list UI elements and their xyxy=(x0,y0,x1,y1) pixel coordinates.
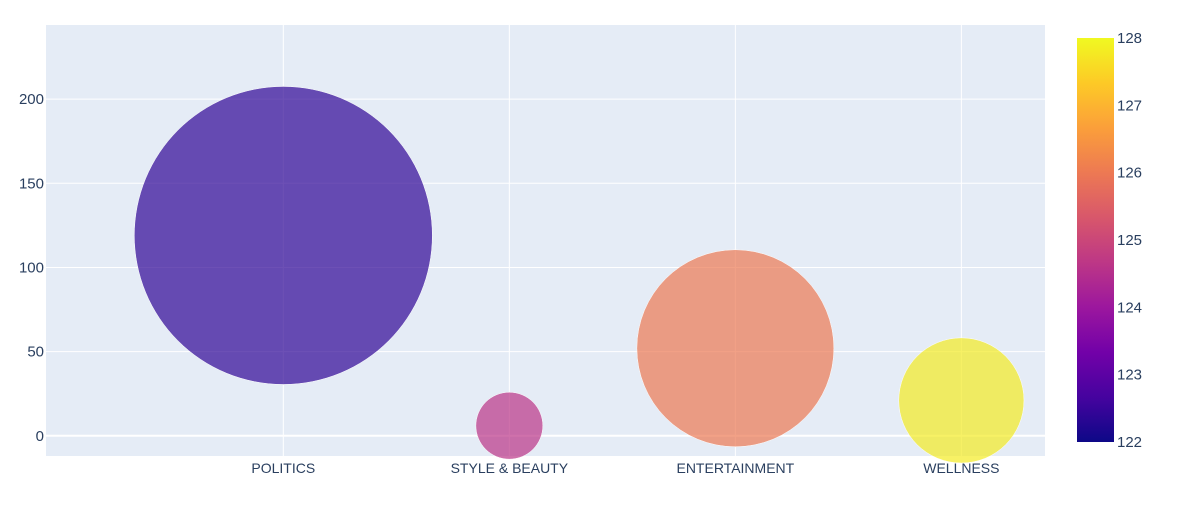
axes: 0 50 100 150 200 POLITICS STYLE & BEAUTY ENTERT… xyxy=(19,91,1000,476)
y-tick-label-0: 0 xyxy=(36,428,44,445)
colorbar-tick-label-124: 124 xyxy=(1117,299,1142,316)
bubble-entertainment[interactable] xyxy=(636,249,835,447)
colorbar-tick-label-126: 126 xyxy=(1117,165,1142,182)
colorbar-tick-label-122: 122 xyxy=(1117,434,1142,451)
bubble-wellness[interactable] xyxy=(898,337,1025,464)
colorbar-gradient xyxy=(1077,38,1114,442)
bubbles xyxy=(134,86,1025,464)
colorbar-tick-label-128: 128 xyxy=(1117,30,1142,47)
colorbar-tick-label-125: 125 xyxy=(1117,232,1142,249)
bubble-politics[interactable] xyxy=(134,86,433,385)
y-tick-label-50: 50 xyxy=(27,344,44,361)
colorbar-tick-label-127: 127 xyxy=(1117,97,1142,114)
x-tick-label-entertainment: ENTERTAINMENT xyxy=(676,460,794,476)
x-tick-label-style-beauty: STYLE & BEAUTY xyxy=(451,460,569,476)
y-tick-label-100: 100 xyxy=(19,259,44,276)
y-tick-label-200: 200 xyxy=(19,91,44,108)
colorbar: 122 123 124 125 126 127 128 xyxy=(1077,30,1142,451)
x-tick-label-politics: POLITICS xyxy=(251,460,315,476)
y-tick-label-150: 150 xyxy=(19,175,44,192)
bubble-style-beauty[interactable] xyxy=(475,391,544,460)
colorbar-tick-label-123: 123 xyxy=(1117,367,1142,384)
x-tick-label-wellness: WELLNESS xyxy=(923,460,999,476)
